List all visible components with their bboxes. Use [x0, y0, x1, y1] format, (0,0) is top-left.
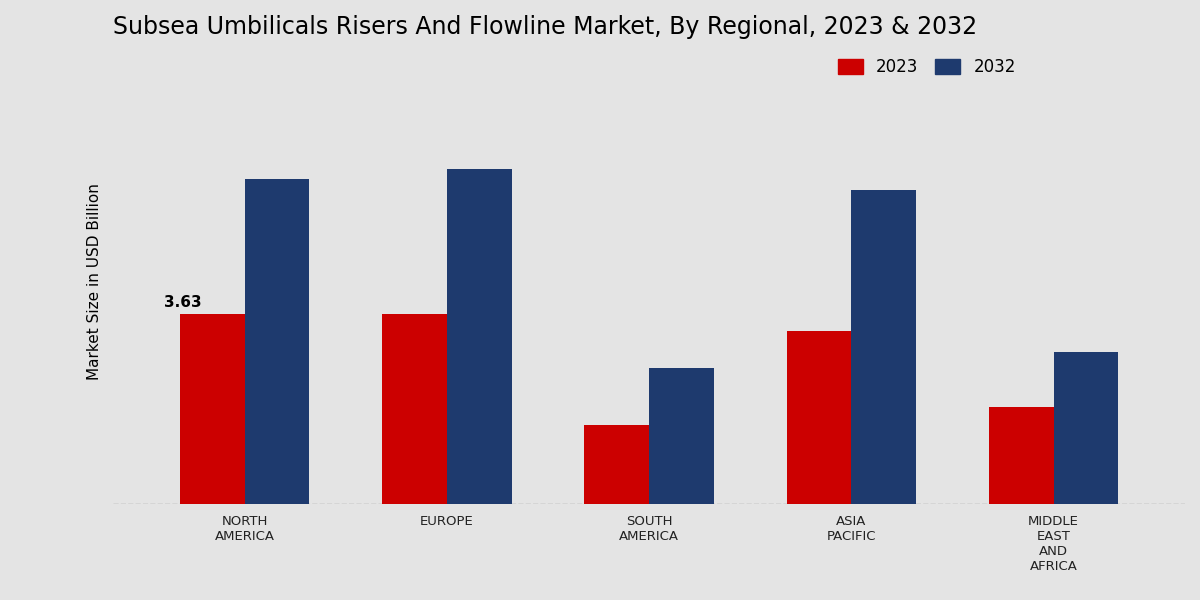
- Bar: [382, 314, 446, 504]
- Bar: [180, 314, 245, 504]
- Bar: [786, 331, 851, 504]
- Text: 3.63: 3.63: [164, 295, 202, 310]
- Y-axis label: Market Size in USD Billion: Market Size in USD Billion: [88, 183, 102, 380]
- Bar: [851, 190, 916, 504]
- Bar: [584, 425, 649, 504]
- Bar: [989, 407, 1054, 504]
- Bar: [1054, 352, 1118, 504]
- Text: Subsea Umbilicals Risers And Flowline Market, By Regional, 2023 & 2032: Subsea Umbilicals Risers And Flowline Ma…: [113, 15, 977, 39]
- Bar: [446, 169, 511, 504]
- Legend: 2023, 2032: 2023, 2032: [838, 58, 1016, 76]
- Bar: [649, 368, 714, 504]
- Bar: [245, 179, 310, 504]
